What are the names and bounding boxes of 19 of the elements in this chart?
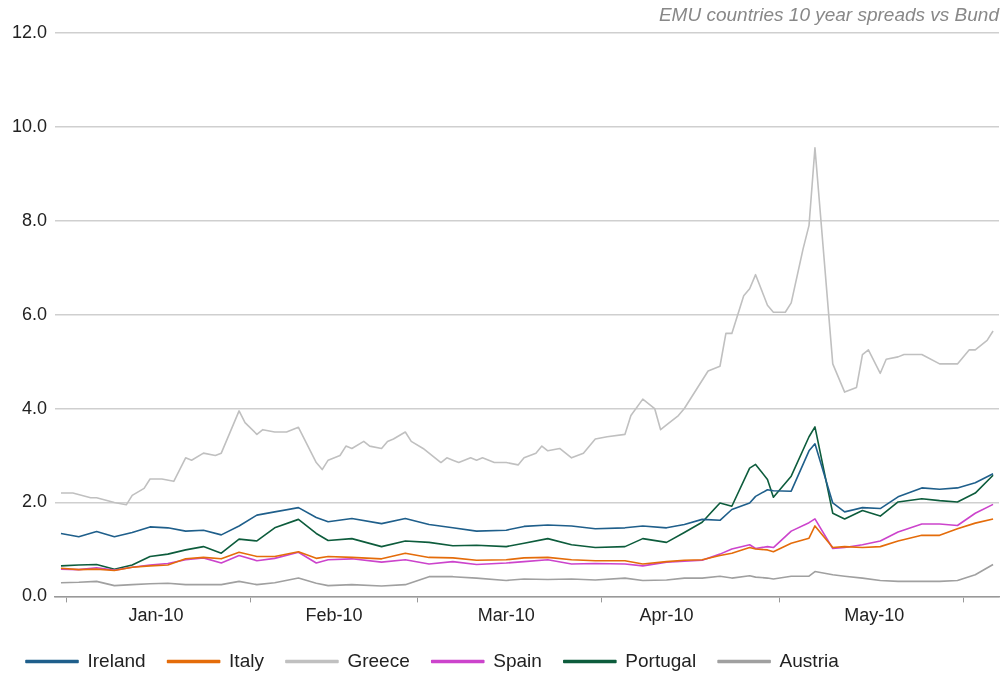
y-tick-label: 12.0 (11, 21, 48, 42)
y-tick-label: 0.0 (22, 585, 48, 606)
x-tick-label: Mar-10 (477, 605, 535, 626)
y-tick-label: 8.0 (22, 209, 48, 230)
x-tick-label: Feb-10 (305, 605, 363, 626)
x-tick-label: Apr-10 (639, 605, 694, 626)
x-tick-label: May-10 (844, 605, 905, 626)
legend-label: Ireland (87, 649, 146, 671)
y-tick-label: 4.0 (22, 397, 48, 418)
legend-label: Spain (493, 649, 542, 671)
legend-label: Italy (229, 649, 265, 671)
y-tick-label: 10.0 (11, 115, 48, 136)
legend-label: Austria (779, 649, 840, 671)
chart-title: EMU countries 10 year spreads vs Bund (658, 3, 1001, 25)
y-tick-label: 6.0 (22, 303, 48, 324)
legend-label: Greece (347, 649, 410, 671)
x-tick-label: Jan-10 (128, 605, 184, 626)
legend-label: Portugal (625, 649, 697, 671)
y-tick-label: 2.0 (22, 491, 48, 512)
